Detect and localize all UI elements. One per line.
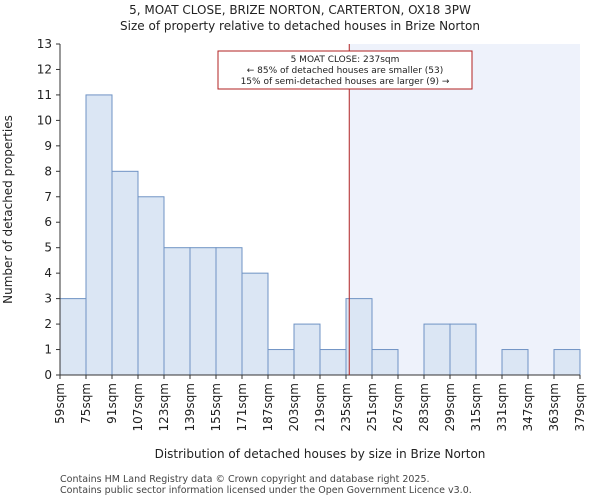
y-tick-label: 8 [44,164,52,178]
bar-363sqm [553,349,581,376]
x-tick-label: 123sqm [157,383,171,431]
x-tick-label: 283sqm [417,383,431,431]
bar-59sqm [59,298,87,376]
x-tick-label: 331sqm [495,383,509,431]
x-tick-label: 203sqm [287,383,301,431]
bar-283sqm [423,323,451,376]
footer-line-2: Contains public sector information licen… [60,485,472,496]
highlight-region [349,44,580,375]
annotation-box: 5 MOAT CLOSE: 237sqm ← 85% of detached h… [217,50,473,90]
y-tick-label: 10 [37,113,52,127]
bar-155sqm [215,247,243,376]
x-tick-label: 299sqm [443,383,457,431]
y-tick-label: 12 [37,62,52,76]
y-tick-label: 7 [44,190,52,204]
y-tick-label: 0 [44,368,52,382]
x-tick-label: 139sqm [183,383,197,431]
y-tick-label: 4 [44,266,52,280]
chart-subtitle: Size of property relative to detached ho… [120,19,480,33]
x-tick-label: 251sqm [365,383,379,431]
y-tick-label: 3 [44,292,52,306]
y-axis-label: Number of detached properties [1,115,15,304]
bar-107sqm [137,196,165,376]
bar-171sqm [241,272,269,376]
chart-title: 5, MOAT CLOSE, BRIZE NORTON, CARTERTON, … [129,3,471,17]
x-tick-label: 315sqm [469,383,483,431]
bar-91sqm [111,170,139,376]
x-tick-label: 187sqm [261,383,275,431]
x-tick-label: 171sqm [235,383,249,431]
bar-123sqm [163,247,191,376]
x-tick-label: 155sqm [209,383,223,431]
x-tick-label: 363sqm [547,383,561,431]
x-tick-label: 235sqm [339,383,353,431]
bar-187sqm [267,349,295,376]
y-tick-label: 2 [44,317,52,331]
y-tick-label: 13 [37,37,52,51]
y-tick-label: 1 [44,343,52,357]
annotation-line-2: ← 85% of detached houses are smaller (53… [247,66,444,76]
bar-331sqm [501,349,529,376]
x-tick-label: 107sqm [131,383,145,431]
annotation-line-3: 15% of semi-detached houses are larger (… [241,77,450,87]
bar-235sqm [345,298,373,376]
x-tick-label: 219sqm [313,383,327,431]
bar-139sqm [189,247,217,376]
x-tick-label: 91sqm [105,383,119,424]
bar-75sqm [85,94,113,376]
footer-line-1: Contains HM Land Registry data © Crown c… [60,474,430,485]
annotation-line-1: 5 MOAT CLOSE: 237sqm [291,55,400,65]
bar-203sqm [293,323,321,376]
y-tick-label: 5 [44,241,52,255]
x-tick-label: 347sqm [521,383,535,431]
bar-219sqm [319,349,347,376]
bar-251sqm [371,349,399,376]
x-tick-label: 379sqm [573,383,587,431]
x-axis-label: Distribution of detached houses by size … [155,447,486,461]
y-tick-label: 9 [44,139,52,153]
y-tick-label: 6 [44,215,52,229]
bar-299sqm [449,323,477,376]
x-tick-label: 75sqm [79,383,93,424]
x-tick-label: 59sqm [53,383,67,424]
x-tick-label: 267sqm [391,383,405,431]
y-tick-label: 11 [37,88,52,102]
